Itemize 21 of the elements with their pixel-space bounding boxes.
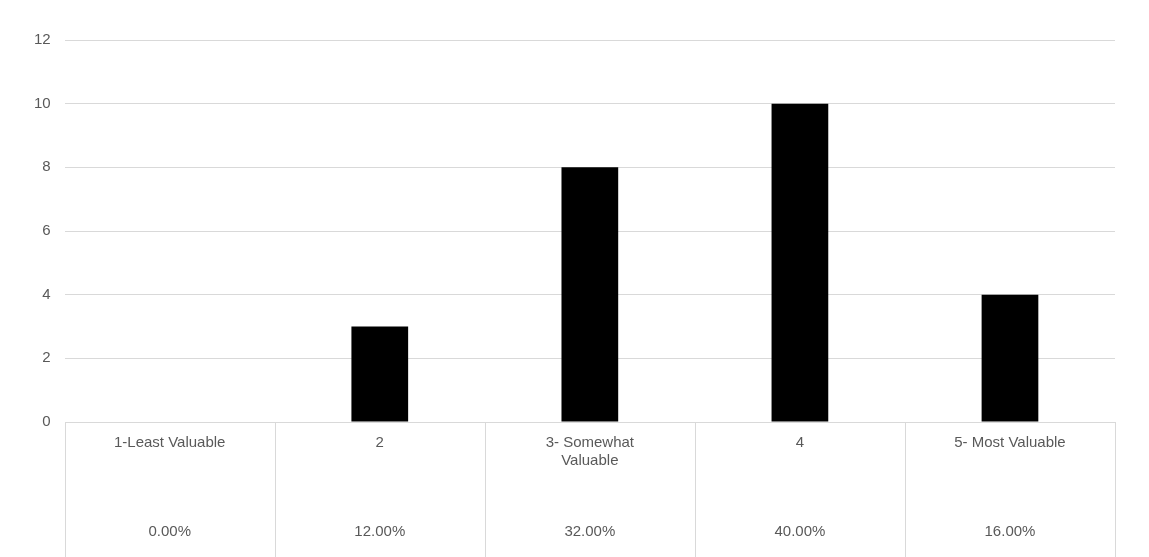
x-tick-label: 3- Somewhat Valuable: [545, 433, 635, 469]
x-tick-label: 4: [795, 433, 805, 451]
text: 16.00%: [984, 522, 1036, 540]
x-tick-label: 5- Most Valuable: [954, 433, 1066, 451]
bar: [351, 326, 409, 422]
x-tick-label: 1-Least Valuable: [113, 433, 226, 451]
bar: [561, 167, 619, 422]
y-tick-label: 12: [34, 30, 51, 48]
text: 40.00%: [774, 522, 826, 540]
text: 12.00%: [354, 522, 406, 540]
bar: [981, 294, 1039, 422]
y-tick-label: 0: [42, 412, 51, 430]
text: 32.00%: [564, 522, 616, 540]
bar: [771, 103, 829, 422]
y-tick-label: 8: [42, 157, 51, 175]
y-tick-label: 4: [42, 284, 51, 302]
y-tick-label: 2: [42, 348, 51, 366]
x-tick-label: 2: [375, 433, 384, 451]
text: 0.00%: [148, 522, 191, 540]
y-tick-label: 6: [42, 221, 51, 239]
y-tick-label: 10: [34, 93, 51, 111]
